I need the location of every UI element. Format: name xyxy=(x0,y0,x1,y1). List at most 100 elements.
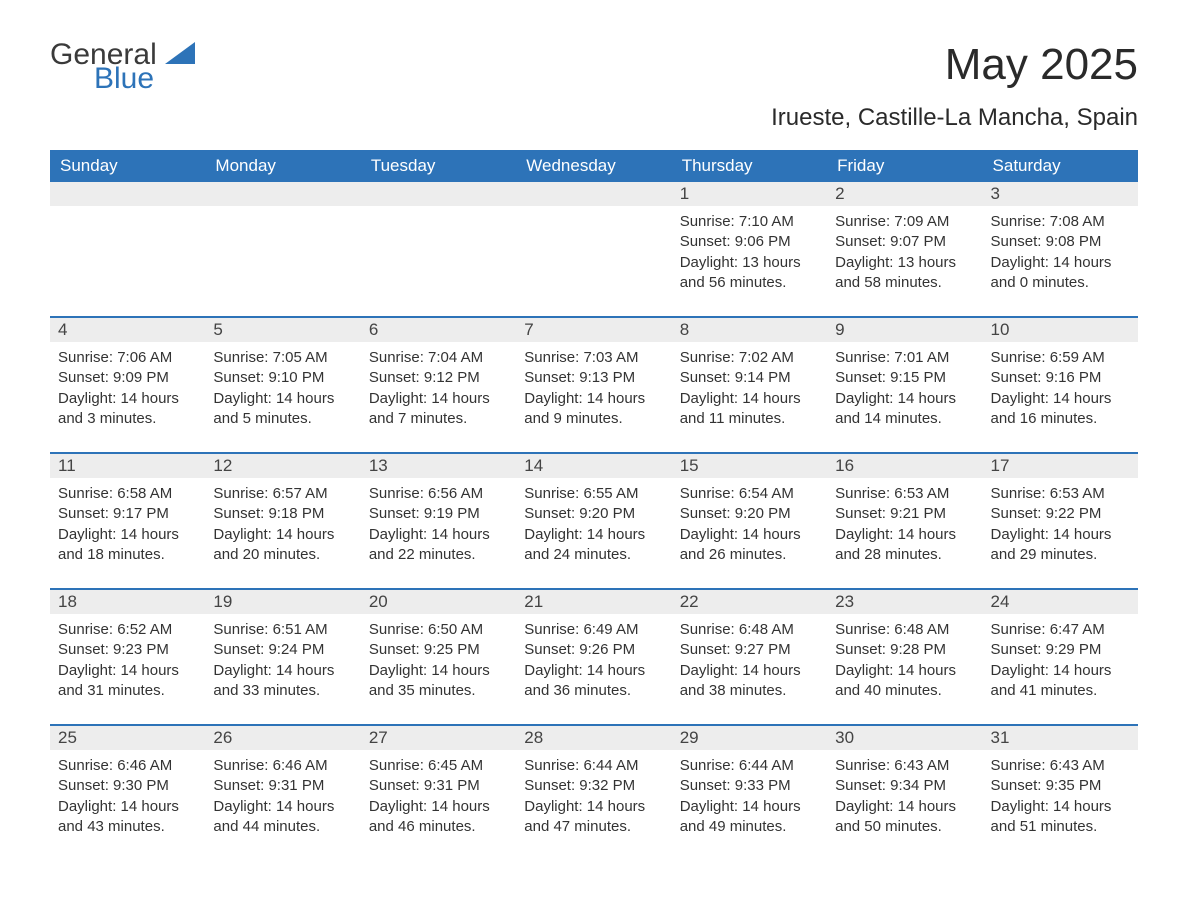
daylight-text: Daylight: 14 hours and 29 minutes. xyxy=(991,525,1130,566)
sunrise-text: Sunrise: 6:54 AM xyxy=(680,484,819,504)
day-number: 20 xyxy=(361,590,516,614)
day-details: Sunrise: 6:58 AMSunset: 9:17 PMDaylight:… xyxy=(50,478,205,569)
day-number: 19 xyxy=(205,590,360,614)
day-details: Sunrise: 6:53 AMSunset: 9:22 PMDaylight:… xyxy=(983,478,1138,569)
day-details: Sunrise: 6:48 AMSunset: 9:28 PMDaylight:… xyxy=(827,614,982,705)
calendar: Sunday Monday Tuesday Wednesday Thursday… xyxy=(50,150,1138,846)
day-details: Sunrise: 6:46 AMSunset: 9:30 PMDaylight:… xyxy=(50,750,205,841)
weekday-header: Sunday xyxy=(50,150,205,182)
day-details: Sunrise: 7:05 AMSunset: 9:10 PMDaylight:… xyxy=(205,342,360,433)
daylight-text: Daylight: 14 hours and 43 minutes. xyxy=(58,797,197,838)
sunset-text: Sunset: 9:10 PM xyxy=(213,368,352,388)
daylight-text: Daylight: 14 hours and 11 minutes. xyxy=(680,389,819,430)
day-details: Sunrise: 6:52 AMSunset: 9:23 PMDaylight:… xyxy=(50,614,205,705)
sunset-text: Sunset: 9:32 PM xyxy=(524,776,663,796)
sunset-text: Sunset: 9:23 PM xyxy=(58,640,197,660)
daylight-text: Daylight: 14 hours and 18 minutes. xyxy=(58,525,197,566)
sunrise-text: Sunrise: 7:01 AM xyxy=(835,348,974,368)
daylight-text: Daylight: 14 hours and 3 minutes. xyxy=(58,389,197,430)
daylight-text: Daylight: 14 hours and 9 minutes. xyxy=(524,389,663,430)
day-number: 8 xyxy=(672,318,827,342)
weekday-header: Saturday xyxy=(983,150,1138,182)
day-number: 10 xyxy=(983,318,1138,342)
sunset-text: Sunset: 9:19 PM xyxy=(369,504,508,524)
day-details: Sunrise: 6:45 AMSunset: 9:31 PMDaylight:… xyxy=(361,750,516,841)
day-number: 13 xyxy=(361,454,516,478)
calendar-day: 9Sunrise: 7:01 AMSunset: 9:15 PMDaylight… xyxy=(827,318,982,438)
sunset-text: Sunset: 9:25 PM xyxy=(369,640,508,660)
day-details: Sunrise: 6:48 AMSunset: 9:27 PMDaylight:… xyxy=(672,614,827,705)
day-details: Sunrise: 6:57 AMSunset: 9:18 PMDaylight:… xyxy=(205,478,360,569)
sunset-text: Sunset: 9:34 PM xyxy=(835,776,974,796)
calendar-day: 22Sunrise: 6:48 AMSunset: 9:27 PMDayligh… xyxy=(672,590,827,710)
calendar-day: 18Sunrise: 6:52 AMSunset: 9:23 PMDayligh… xyxy=(50,590,205,710)
sunrise-text: Sunrise: 6:48 AM xyxy=(680,620,819,640)
sunrise-text: Sunrise: 6:45 AM xyxy=(369,756,508,776)
sunrise-text: Sunrise: 7:10 AM xyxy=(680,212,819,232)
day-details: Sunrise: 6:59 AMSunset: 9:16 PMDaylight:… xyxy=(983,342,1138,433)
daylight-text: Daylight: 14 hours and 0 minutes. xyxy=(991,253,1130,294)
calendar-day: 29Sunrise: 6:44 AMSunset: 9:33 PMDayligh… xyxy=(672,726,827,846)
sunset-text: Sunset: 9:17 PM xyxy=(58,504,197,524)
day-number: 14 xyxy=(516,454,671,478)
day-details: Sunrise: 7:04 AMSunset: 9:12 PMDaylight:… xyxy=(361,342,516,433)
day-details: Sunrise: 7:10 AMSunset: 9:06 PMDaylight:… xyxy=(672,206,827,297)
calendar-day: 20Sunrise: 6:50 AMSunset: 9:25 PMDayligh… xyxy=(361,590,516,710)
day-number: 22 xyxy=(672,590,827,614)
sunset-text: Sunset: 9:33 PM xyxy=(680,776,819,796)
day-number: 5 xyxy=(205,318,360,342)
day-number: 2 xyxy=(827,182,982,206)
day-number: 17 xyxy=(983,454,1138,478)
daylight-text: Daylight: 14 hours and 51 minutes. xyxy=(991,797,1130,838)
sunset-text: Sunset: 9:31 PM xyxy=(213,776,352,796)
day-number: 28 xyxy=(516,726,671,750)
daylight-text: Daylight: 14 hours and 26 minutes. xyxy=(680,525,819,566)
weekday-header: Thursday xyxy=(672,150,827,182)
calendar-day: 25Sunrise: 6:46 AMSunset: 9:30 PMDayligh… xyxy=(50,726,205,846)
calendar-week: 11Sunrise: 6:58 AMSunset: 9:17 PMDayligh… xyxy=(50,452,1138,574)
sunrise-text: Sunrise: 6:50 AM xyxy=(369,620,508,640)
sunset-text: Sunset: 9:21 PM xyxy=(835,504,974,524)
calendar-week: 18Sunrise: 6:52 AMSunset: 9:23 PMDayligh… xyxy=(50,588,1138,710)
daylight-text: Daylight: 14 hours and 47 minutes. xyxy=(524,797,663,838)
day-number: 4 xyxy=(50,318,205,342)
day-number: 26 xyxy=(205,726,360,750)
weekday-header: Monday xyxy=(205,150,360,182)
sunrise-text: Sunrise: 6:49 AM xyxy=(524,620,663,640)
sunrise-text: Sunrise: 6:46 AM xyxy=(213,756,352,776)
logo-triangle-icon xyxy=(165,38,195,71)
daylight-text: Daylight: 14 hours and 44 minutes. xyxy=(213,797,352,838)
calendar-day: 14Sunrise: 6:55 AMSunset: 9:20 PMDayligh… xyxy=(516,454,671,574)
sunset-text: Sunset: 9:18 PM xyxy=(213,504,352,524)
sunrise-text: Sunrise: 7:04 AM xyxy=(369,348,508,368)
sunrise-text: Sunrise: 6:44 AM xyxy=(680,756,819,776)
day-number: 25 xyxy=(50,726,205,750)
calendar-day: 1Sunrise: 7:10 AMSunset: 9:06 PMDaylight… xyxy=(672,182,827,302)
sunset-text: Sunset: 9:08 PM xyxy=(991,232,1130,252)
calendar-day: 21Sunrise: 6:49 AMSunset: 9:26 PMDayligh… xyxy=(516,590,671,710)
sunset-text: Sunset: 9:16 PM xyxy=(991,368,1130,388)
sunset-text: Sunset: 9:31 PM xyxy=(369,776,508,796)
calendar-day: 4Sunrise: 7:06 AMSunset: 9:09 PMDaylight… xyxy=(50,318,205,438)
sunrise-text: Sunrise: 6:47 AM xyxy=(991,620,1130,640)
daylight-text: Daylight: 14 hours and 14 minutes. xyxy=(835,389,974,430)
sunset-text: Sunset: 9:12 PM xyxy=(369,368,508,388)
sunrise-text: Sunrise: 6:48 AM xyxy=(835,620,974,640)
day-details: Sunrise: 7:02 AMSunset: 9:14 PMDaylight:… xyxy=(672,342,827,433)
weeks-container: 1Sunrise: 7:10 AMSunset: 9:06 PMDaylight… xyxy=(50,182,1138,846)
day-details: Sunrise: 6:50 AMSunset: 9:25 PMDaylight:… xyxy=(361,614,516,705)
weekday-header: Friday xyxy=(827,150,982,182)
calendar-day: 15Sunrise: 6:54 AMSunset: 9:20 PMDayligh… xyxy=(672,454,827,574)
sunset-text: Sunset: 9:09 PM xyxy=(58,368,197,388)
day-number: 16 xyxy=(827,454,982,478)
day-number: 24 xyxy=(983,590,1138,614)
calendar-week: 1Sunrise: 7:10 AMSunset: 9:06 PMDaylight… xyxy=(50,182,1138,302)
day-details: Sunrise: 7:01 AMSunset: 9:15 PMDaylight:… xyxy=(827,342,982,433)
sunrise-text: Sunrise: 6:44 AM xyxy=(524,756,663,776)
day-number: 15 xyxy=(672,454,827,478)
sunrise-text: Sunrise: 6:53 AM xyxy=(835,484,974,504)
daylight-text: Daylight: 14 hours and 38 minutes. xyxy=(680,661,819,702)
sunset-text: Sunset: 9:28 PM xyxy=(835,640,974,660)
daylight-text: Daylight: 14 hours and 22 minutes. xyxy=(369,525,508,566)
day-details: Sunrise: 6:54 AMSunset: 9:20 PMDaylight:… xyxy=(672,478,827,569)
